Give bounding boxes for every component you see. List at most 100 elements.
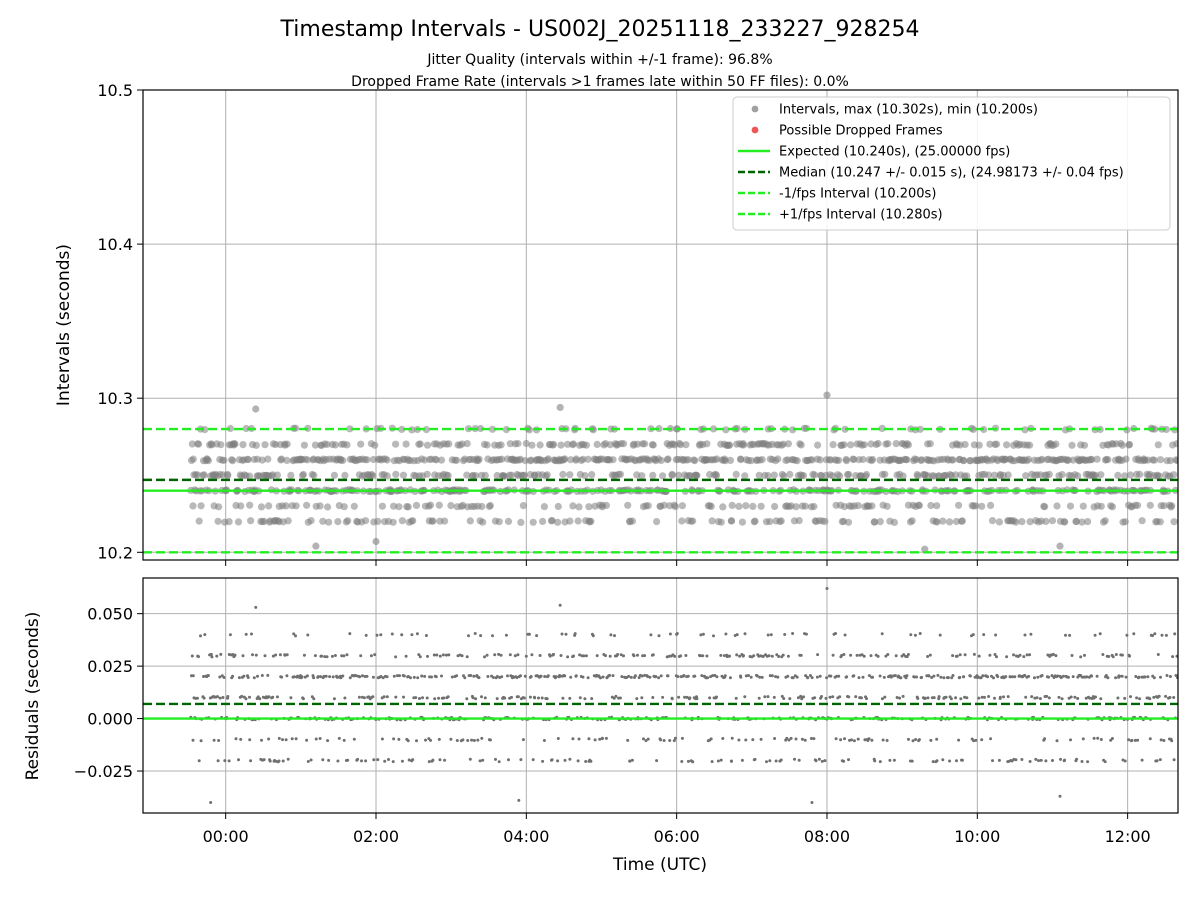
residual-point [316,675,320,679]
interval-point [237,502,245,510]
residual-point [857,676,861,680]
residual-point [550,758,554,762]
residual-point [463,676,467,680]
residual-point [1106,676,1110,680]
residual-point [604,736,608,740]
legend-label: +1/fps Interval (10.280s) [779,208,943,223]
residual-point [434,675,438,679]
residual-point [795,675,799,679]
residual-point [715,675,719,679]
interval-point [649,471,657,479]
residual-point [331,675,335,679]
residual-point [1062,674,1065,678]
residual-point [941,758,945,762]
interval-point [978,502,986,510]
residual-point [635,697,639,701]
residual-point [470,738,474,742]
residual-point [998,695,1002,699]
residual-point [563,758,567,762]
residual-point [499,653,503,657]
residual-point [320,654,324,658]
residual-point [662,739,666,742]
residual-point [362,696,366,700]
interval-point [862,470,871,479]
residual-point [793,757,796,761]
residual-point [737,738,741,742]
residual-point [991,759,994,763]
interval-point [569,502,577,510]
residual-point [1159,675,1162,679]
interval-point [952,471,960,479]
residual-point [893,674,897,677]
residual-point [629,675,633,679]
residual-point [497,652,501,656]
residual-point [1043,737,1047,741]
residual-point [1170,739,1174,743]
residual-point [581,675,585,679]
interval-point [801,502,809,510]
interval-point [1151,425,1159,433]
residual-point [1075,757,1079,761]
interval-point [986,440,994,448]
residual-point [541,759,545,763]
residual-point [785,736,789,740]
residual-point [369,654,373,658]
residual-point [914,738,918,741]
interval-point [383,456,391,464]
residual-point [1056,674,1060,678]
residual-point [566,655,570,659]
residual-point [330,654,334,658]
residual-point [1006,695,1010,699]
residual-point [962,675,966,679]
residual-point [850,738,853,742]
interval-point [955,501,963,509]
interval-point [504,517,513,526]
interval-point [1138,517,1146,525]
residual-point [1116,696,1120,700]
residual-point [1025,653,1029,657]
legend-label: Possible Dropped Frames [779,124,943,139]
residual-point [277,736,281,740]
residual-point [411,758,415,762]
residual-point [333,654,337,657]
residual-point [728,654,731,658]
interval-point [404,503,412,511]
residual-point [380,737,384,741]
residual-point [937,695,941,699]
interval-point [725,441,734,449]
interval-point [283,440,291,448]
residual-point [529,675,533,678]
interval-point [478,502,486,511]
interval-point [884,440,892,448]
residual-point [533,696,537,700]
interval-point [814,441,822,449]
interval-point [374,517,382,526]
residual-point [1024,695,1028,699]
residual-point [804,632,808,636]
residual-point [1173,632,1177,636]
interval-point [992,440,1001,448]
interval-point [1084,518,1092,526]
interval-point [969,425,977,433]
interval-point [779,440,787,448]
interval-point [739,441,748,449]
interval-point [758,456,766,464]
residual-point [425,696,429,700]
residual-point [531,758,535,762]
residual-point [722,654,726,658]
interval-point [502,426,510,434]
interval-point [392,470,400,478]
residual-point [971,633,975,637]
legend-marker [751,105,759,113]
interval-point [1088,456,1096,464]
residual-point [449,737,453,741]
residual-point [988,653,992,657]
residual-point [1130,738,1134,742]
residual-point [892,758,896,762]
residual-point [661,695,665,699]
residual-point [278,653,282,657]
interval-point [774,455,782,463]
residual-point [622,654,625,658]
residual-point [996,675,1000,679]
